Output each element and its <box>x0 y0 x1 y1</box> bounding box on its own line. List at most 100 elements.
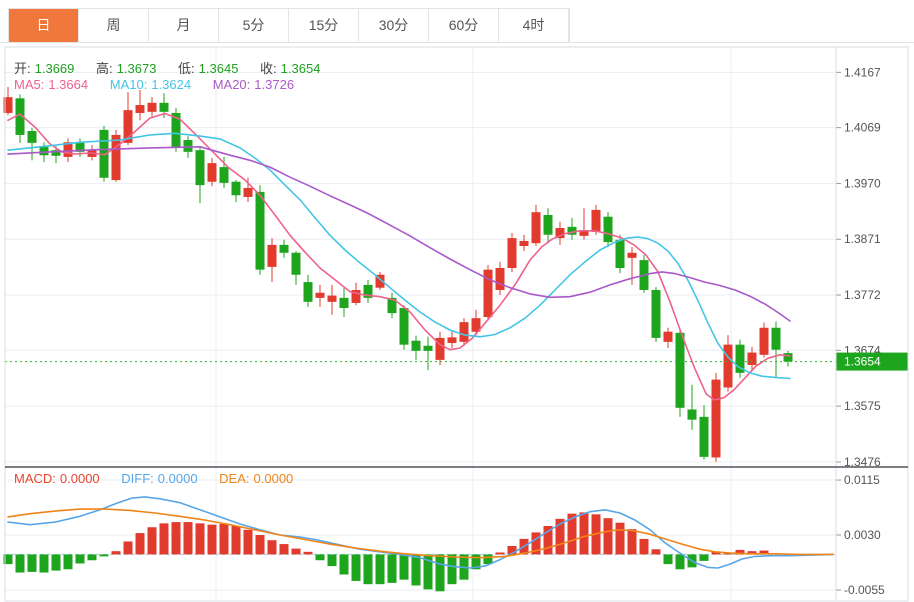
macd-hist-bar <box>387 554 397 583</box>
macd-hist-bar <box>303 551 313 555</box>
candle-body <box>663 331 673 342</box>
dea-label: DEA: <box>219 471 250 486</box>
macd-hist-bar <box>87 554 97 561</box>
candle-body <box>255 191 265 270</box>
macd-hist-bar <box>639 538 649 555</box>
macd-hist-bar <box>675 554 685 570</box>
diff-label: DIFF: <box>121 471 154 486</box>
macd-hist-bar <box>423 554 433 590</box>
tab-day[interactable]: 日 <box>9 9 79 42</box>
candle-body <box>747 352 757 365</box>
macd-hist-bar <box>603 518 613 555</box>
candle-body <box>783 353 793 362</box>
macd-hist-bar <box>399 554 409 580</box>
candle-body <box>447 337 457 343</box>
macd-hist-bar <box>267 540 277 555</box>
ma20-line <box>7 146 791 322</box>
candle-body <box>3 97 13 113</box>
candle-body <box>111 134 121 181</box>
timeframe-tabs: 日周月 5分 15分 30分 60分 4时 <box>8 8 570 42</box>
close-value: 1.3654 <box>280 61 321 76</box>
price-tick-label: 1.4167 <box>844 65 881 79</box>
macd-hist-bar <box>651 549 661 555</box>
macd-hist-bar <box>315 554 325 561</box>
tab-month[interactable]: 月 <box>149 9 219 42</box>
candle-body <box>315 292 325 298</box>
macd-hist-bar <box>375 554 385 585</box>
macd-hist-bar <box>471 554 481 570</box>
macd-hist-bar <box>207 524 217 555</box>
macd-hist-bar <box>663 554 673 565</box>
price-tick-label: 1.3772 <box>844 288 881 302</box>
candle-body <box>591 209 601 232</box>
macd-hist-bar <box>555 518 565 555</box>
ma10-label: MA10: <box>109 77 148 92</box>
macd-hist-bar <box>159 523 169 555</box>
macd-hist-bar <box>3 554 13 565</box>
macd-hist-bar <box>183 522 193 555</box>
candle-body <box>159 102 169 112</box>
candle-body <box>519 240 529 247</box>
candle-body <box>375 274 385 288</box>
macd-tick-label: 0.0115 <box>844 473 880 487</box>
candle-body <box>555 227 565 239</box>
macd-hist-bar <box>39 554 49 573</box>
candle-body <box>423 345 433 351</box>
candle-body <box>603 216 613 243</box>
ohlc-legend: 开: 1.3669 高: 1.3673 低: 1.3645 收: 1.3654 <box>14 58 324 77</box>
candle-body <box>219 167 229 183</box>
macd-hist-bar <box>507 546 517 555</box>
macd-hist-bar <box>231 525 241 555</box>
macd-hist-bar <box>123 541 133 555</box>
candle-body <box>303 282 313 302</box>
candle-body <box>435 337 445 360</box>
macd-tick-label: -0.0055 <box>844 583 885 597</box>
current-price-badge <box>836 352 908 371</box>
macd-hist-bar <box>195 523 205 555</box>
candle-body <box>27 131 37 143</box>
macd-hist-bar <box>279 544 289 555</box>
open-label: 开: <box>14 61 31 76</box>
ma20-label: MA20: <box>212 77 251 92</box>
ma10-value: 1.3624 <box>151 77 192 92</box>
candle-body <box>75 142 85 152</box>
high-label: 高: <box>96 61 113 76</box>
candle-body <box>651 289 661 338</box>
macd-hist-bar <box>531 532 541 555</box>
price-tick-label: 1.3970 <box>844 176 881 190</box>
macd-hist-bar <box>435 554 445 592</box>
candle-body <box>471 318 481 332</box>
macd-hist-bar <box>27 554 37 572</box>
current-price-badge-label: 1.3654 <box>844 355 881 369</box>
ma5-value: 1.3664 <box>48 77 89 92</box>
tab-week[interactable]: 周 <box>79 9 149 42</box>
tab-60min[interactable]: 60分 <box>429 9 499 42</box>
candle-body <box>687 409 697 420</box>
candle-body <box>627 252 637 258</box>
macd-hist-bar <box>339 554 349 575</box>
tab-15min[interactable]: 15分 <box>289 9 359 42</box>
tab-5min[interactable]: 5分 <box>219 9 289 42</box>
macd-hist-bar <box>15 554 25 573</box>
macd-hist-bar <box>579 512 589 555</box>
candle-body <box>399 308 409 345</box>
macd-hist-bar <box>495 552 505 555</box>
macd-hist-bar <box>51 554 61 571</box>
candle-body <box>39 146 49 156</box>
close-label: 收: <box>260 61 277 76</box>
candle-body <box>675 332 685 408</box>
macd-value: 0.0000 <box>59 471 100 486</box>
diff-line <box>7 496 834 569</box>
candle-body <box>51 150 61 156</box>
macd-hist-bar <box>747 551 757 555</box>
candle-body <box>723 344 733 388</box>
candle-body <box>291 252 301 275</box>
tab-30min[interactable]: 30分 <box>359 9 429 42</box>
candle-body <box>531 212 541 244</box>
macd-hist-bar <box>567 513 577 555</box>
macd-hist-bar <box>135 533 145 555</box>
tab-4hour[interactable]: 4时 <box>499 9 569 42</box>
candle-body <box>495 267 505 290</box>
candle-body <box>759 327 769 355</box>
